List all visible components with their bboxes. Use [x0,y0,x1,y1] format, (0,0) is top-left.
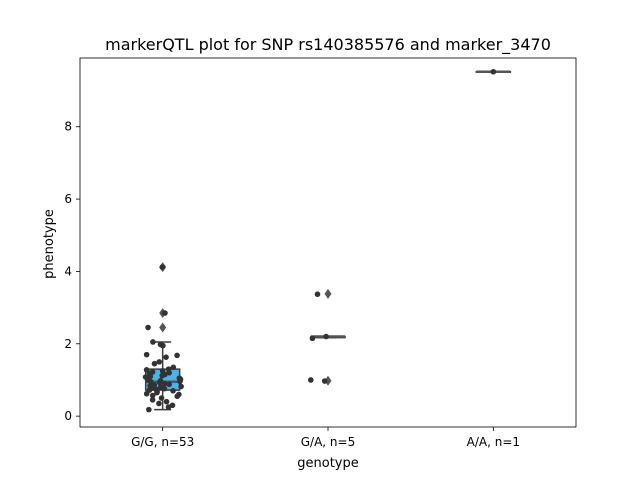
x-tick-label: G/G, n=53 [131,435,194,449]
data-point [162,310,168,316]
data-point [161,385,168,392]
data-point [146,406,152,413]
data-point [143,351,150,358]
data-point [321,378,328,384]
plot-area: 0 2 4 6 8 G/G, n=53 G/A, n=5 A/A, n=1 [64,57,577,449]
data-point [149,392,156,399]
data-point [309,335,316,342]
data-point [314,291,321,298]
y-tick-label: 2 [64,337,72,351]
data-point [160,342,166,349]
data-point [154,389,160,396]
data-point [170,364,177,371]
axes-frame [79,57,577,428]
data-point [163,398,170,405]
data-point [161,380,168,387]
data-point [151,360,158,367]
data-point [323,333,329,340]
chart-title: markerQTL plot for SNP rs140385576 and m… [105,35,551,55]
data-point [143,390,150,397]
data-point [159,372,165,379]
data-point [174,393,181,400]
data-point [166,381,172,388]
data-point [490,68,497,75]
y-tick-label: 4 [64,264,72,278]
data-point [159,264,166,270]
data-point [149,397,156,403]
data-point [156,400,162,407]
y-tick-label: 8 [64,120,72,134]
y-tick-label: 6 [64,192,72,206]
data-point [170,388,176,394]
data-point [166,369,173,376]
data-point [177,378,183,385]
data-point [158,395,165,401]
data-point [156,379,163,386]
data-point [165,404,172,410]
x-axis-label: genotype [297,456,358,471]
x-tick-label: A/A, n=1 [467,435,520,449]
x-tick-label: G/A, n=5 [301,435,355,449]
y-tick-label: 0 [64,409,72,423]
data-point [178,383,184,390]
box-flier [324,288,332,299]
data-point [163,354,169,360]
y-axis-label: phenotype [42,209,57,279]
data-point [156,359,163,365]
box-flier [159,322,167,333]
data-point [308,377,314,383]
data-point [145,324,151,331]
data-point [174,352,180,359]
data-point [150,339,156,345]
